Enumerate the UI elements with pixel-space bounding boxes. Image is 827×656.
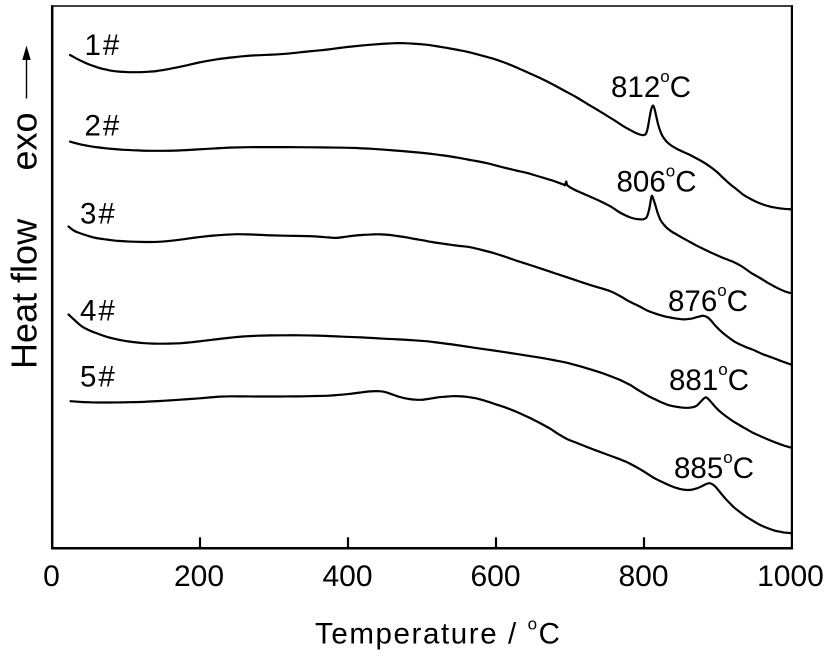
svg-text:Heat flow: Heat flow (4, 218, 45, 369)
svg-text:4#: 4# (80, 295, 117, 328)
svg-text:Temperature / oC: Temperature / oC (315, 615, 562, 651)
svg-text:876oC: 876oC (668, 281, 748, 318)
svg-text:5#: 5# (80, 361, 117, 394)
svg-text:3#: 3# (80, 198, 117, 231)
svg-text:200: 200 (174, 560, 224, 593)
svg-text:806oC: 806oC (617, 161, 697, 198)
svg-text:1000: 1000 (757, 560, 824, 593)
svg-text:2#: 2# (85, 110, 122, 143)
svg-text:881oC: 881oC (669, 360, 749, 397)
svg-text:812oC: 812oC (611, 67, 691, 104)
svg-text:exo: exo (4, 112, 45, 170)
svg-text:885oC: 885oC (674, 448, 754, 485)
svg-text:400: 400 (322, 560, 372, 593)
svg-text:0: 0 (43, 560, 60, 593)
svg-text:1#: 1# (85, 29, 122, 62)
svg-text:600: 600 (470, 560, 520, 593)
svg-text:800: 800 (618, 560, 668, 593)
